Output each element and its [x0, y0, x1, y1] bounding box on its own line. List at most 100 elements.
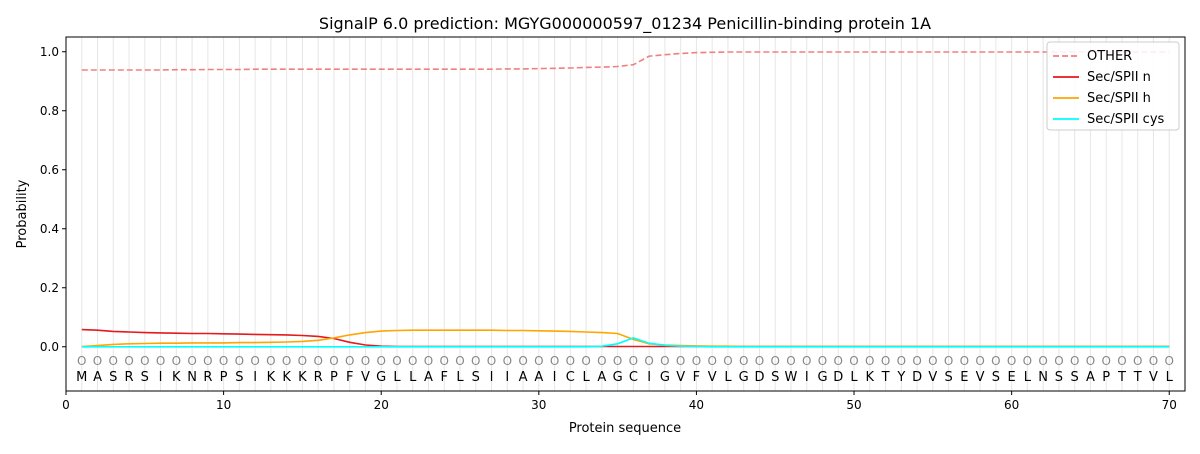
region-label: O	[455, 354, 464, 368]
residue-label: I	[805, 370, 809, 385]
residue-label: G	[613, 370, 623, 385]
sequence-residues: OMOAOSOROSOIOKONOROPOSOIOKOKOKOROPOFOVOG…	[76, 354, 1174, 385]
residue-label: R	[314, 370, 323, 385]
residue-label: L	[1166, 370, 1174, 385]
y-tick-label: 1.0	[40, 45, 59, 59]
region-label: O	[550, 354, 559, 368]
region-label: O	[676, 354, 685, 368]
region-label: O	[960, 354, 969, 368]
residue-label: F	[346, 370, 353, 385]
residue-label: V	[1149, 370, 1158, 385]
residue-label: I	[553, 370, 557, 385]
series-layer	[81, 51, 1170, 348]
residue-label: L	[850, 370, 858, 385]
region-label: O	[109, 354, 118, 368]
region-label: O	[250, 354, 259, 368]
residue-label: S	[944, 370, 952, 385]
region-label: O	[235, 354, 244, 368]
region-label: O	[1007, 354, 1016, 368]
residue-label: V	[708, 370, 717, 385]
region-label: O	[503, 354, 512, 368]
region-label: O	[755, 354, 764, 368]
series-line-3	[81, 337, 1170, 348]
region-label: O	[912, 354, 921, 368]
residue-label: L	[582, 370, 590, 385]
region-label: O	[1133, 354, 1142, 368]
chart-title: SignalP 6.0 prediction: MGYG000000597_01…	[319, 14, 931, 34]
x-axis-label: Protein sequence	[569, 421, 681, 436]
residue-label: W	[785, 370, 798, 385]
residue-label: E	[960, 370, 968, 385]
region-label: O	[786, 354, 795, 368]
residue-label: K	[866, 370, 875, 385]
residue-label: A	[424, 370, 433, 385]
x-tick-label: 30	[531, 398, 546, 412]
region-label: O	[376, 354, 385, 368]
region-label: O	[581, 354, 590, 368]
region-label: O	[156, 354, 165, 368]
region-label: O	[172, 354, 181, 368]
y-axis-label: Probability	[15, 179, 30, 248]
x-tick-label: 20	[374, 398, 389, 412]
residue-label: V	[361, 370, 370, 385]
residue-label: M	[76, 370, 87, 385]
y-axis-ticks: 0.0 0.2 0.4 0.6 0.8 1.0	[40, 45, 66, 354]
residue-label: I	[253, 370, 257, 385]
region-label: O	[723, 354, 732, 368]
x-tick-label: 50	[846, 398, 861, 412]
region-label: O	[1086, 354, 1095, 368]
region-label: O	[487, 354, 496, 368]
region-label: O	[644, 354, 653, 368]
residue-label: L	[724, 370, 732, 385]
residue-label: S	[992, 370, 1000, 385]
region-label: O	[345, 354, 354, 368]
x-axis-ticks: 0 10 20 30 40 50 60 70	[62, 391, 1177, 412]
residue-label: L	[393, 370, 401, 385]
region-label: O	[1117, 354, 1126, 368]
x-tick-label: 40	[689, 398, 704, 412]
region-label: O	[203, 354, 212, 368]
region-label: O	[408, 354, 417, 368]
residue-label: L	[409, 370, 417, 385]
region-label: O	[692, 354, 701, 368]
region-label: O	[1054, 354, 1063, 368]
region-label: O	[329, 354, 338, 368]
residue-label: A	[534, 370, 543, 385]
y-tick-label: 0.2	[40, 281, 59, 295]
residue-label: G	[376, 370, 386, 385]
residue-label: R	[125, 370, 134, 385]
residue-label: C	[566, 370, 575, 385]
residue-label: I	[159, 370, 163, 385]
y-tick-label: 0.6	[40, 163, 59, 177]
residue-label: I	[490, 370, 494, 385]
residue-label: D	[912, 370, 922, 385]
residue-label: V	[928, 370, 937, 385]
region-label: O	[1023, 354, 1032, 368]
region-label: O	[975, 354, 984, 368]
region-label: O	[802, 354, 811, 368]
region-label: O	[944, 354, 953, 368]
residue-label: L	[456, 370, 464, 385]
residue-label: A	[519, 370, 528, 385]
residue-label: P	[1102, 370, 1110, 385]
y-tick-label: 0.0	[40, 340, 59, 354]
y-tick-label: 0.4	[40, 222, 59, 236]
region-label: O	[77, 354, 86, 368]
region-label: O	[739, 354, 748, 368]
residue-label: S	[235, 370, 243, 385]
region-label: O	[818, 354, 827, 368]
residue-label: A	[1086, 370, 1095, 385]
legend-label: Sec/SPII n	[1087, 70, 1151, 85]
region-label: O	[566, 354, 575, 368]
residue-label: V	[976, 370, 985, 385]
region-label: O	[518, 354, 527, 368]
residue-label: F	[441, 370, 448, 385]
residue-label: S	[1055, 370, 1063, 385]
region-label: O	[770, 354, 779, 368]
residue-label: N	[1038, 370, 1048, 385]
region-label: O	[834, 354, 843, 368]
region-label: O	[471, 354, 480, 368]
region-label: O	[1165, 354, 1174, 368]
legend-box	[1046, 41, 1180, 131]
